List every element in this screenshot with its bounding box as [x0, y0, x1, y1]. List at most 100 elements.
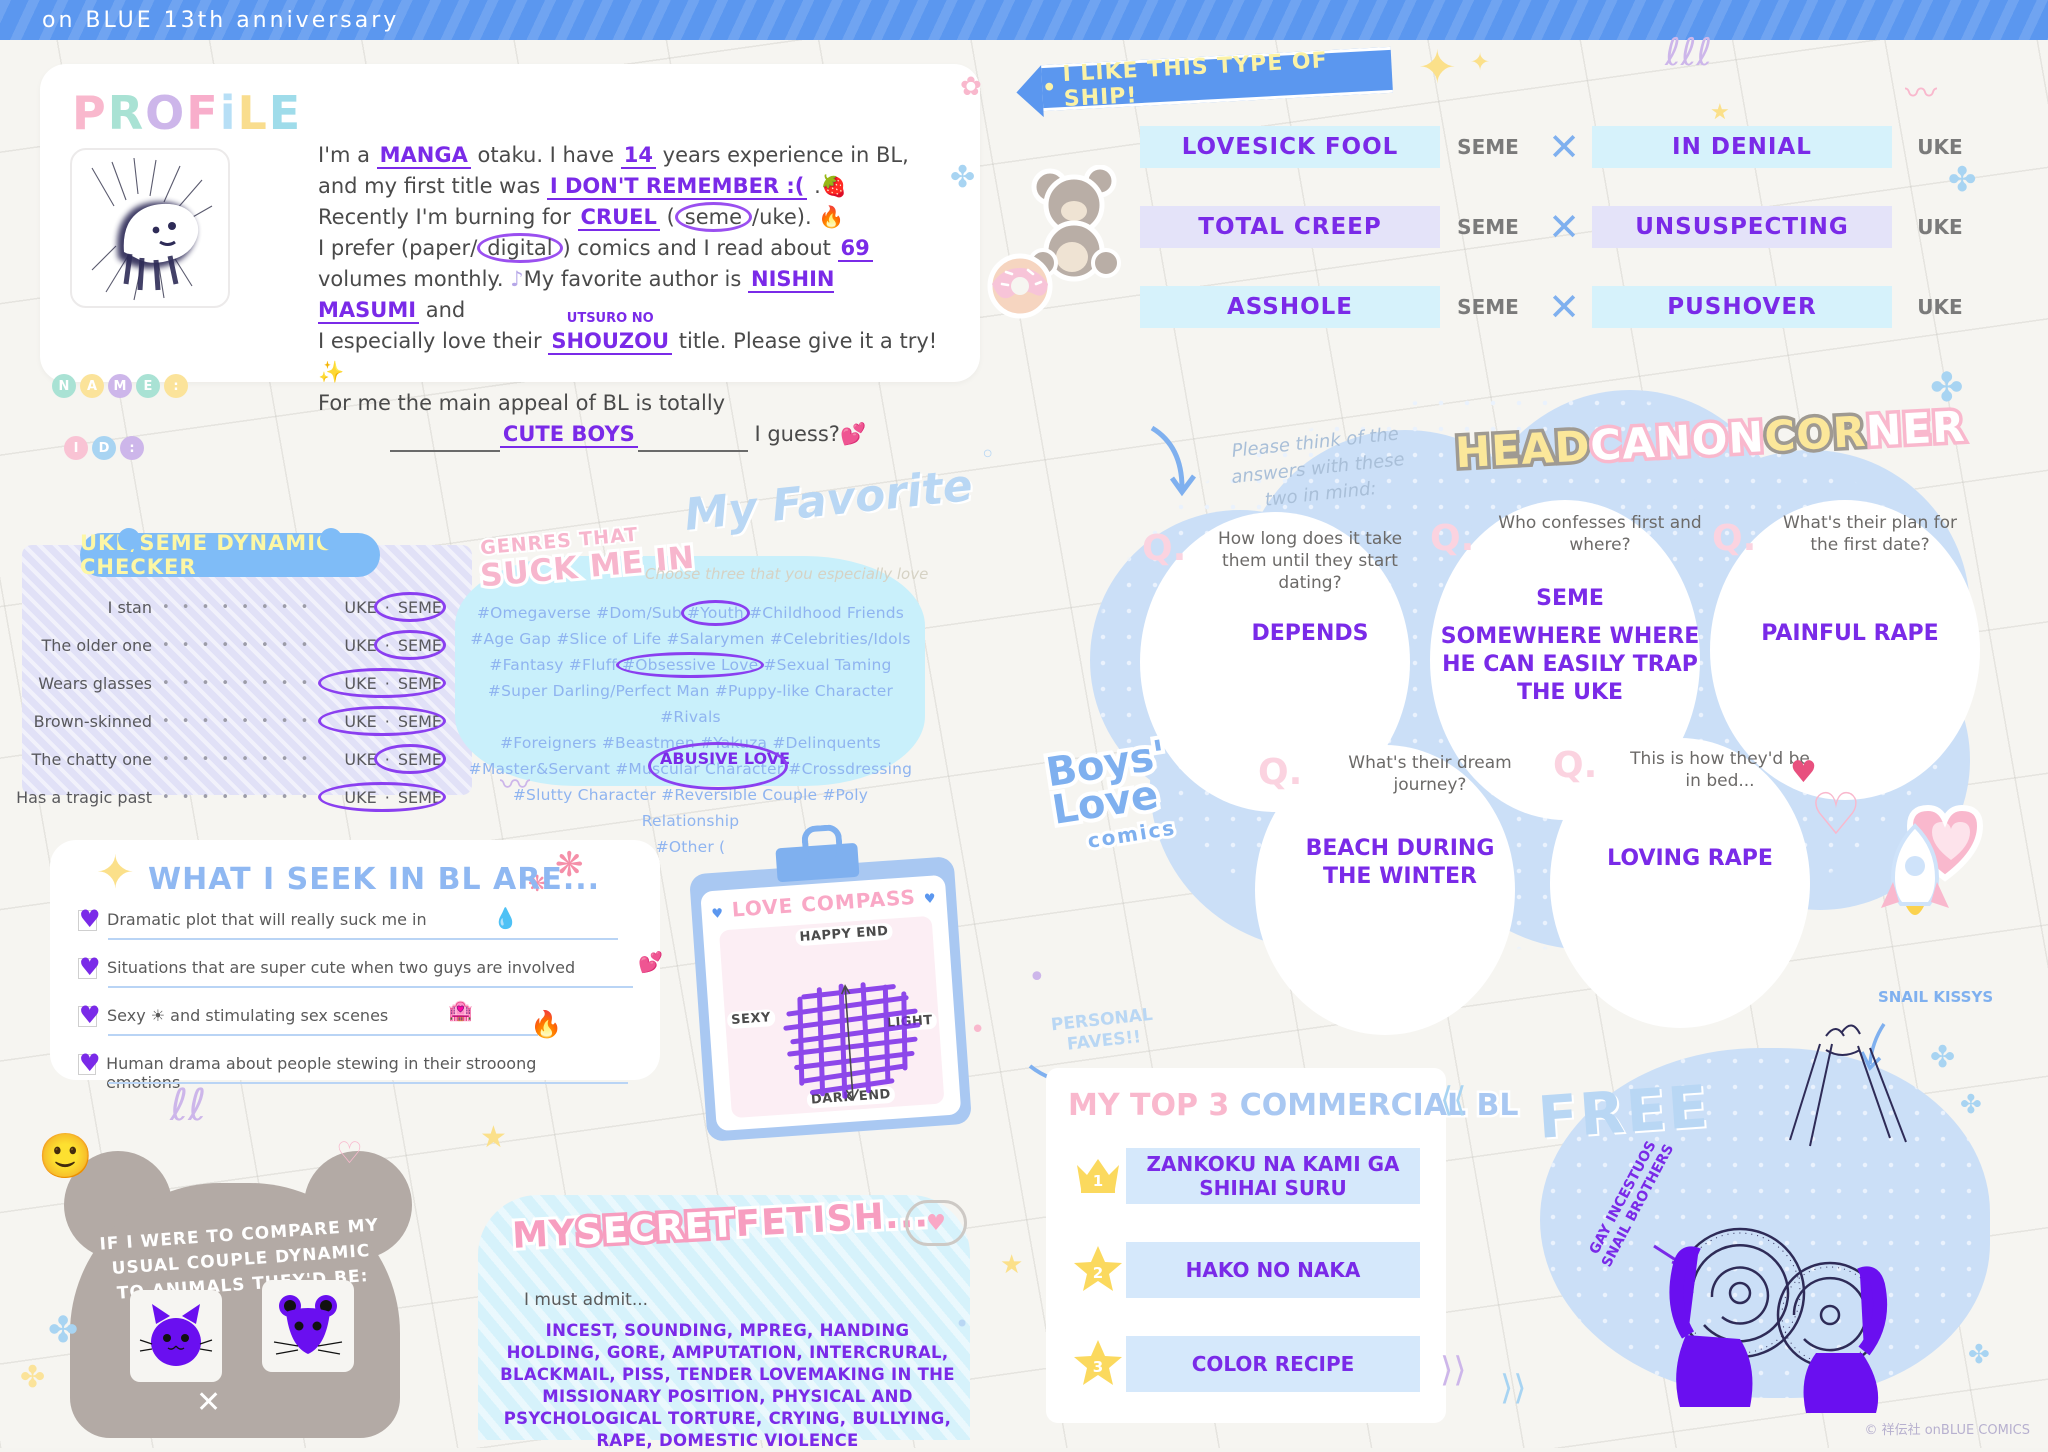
dot-leader: • • • • • • • • • • • •	[162, 599, 312, 615]
ship-seme-value[interactable]: TOTAL CREEP	[1140, 206, 1440, 248]
genre-tag[interactable]: #Slutty Character	[512, 786, 656, 804]
flower-icon: ✤	[950, 160, 976, 195]
name-letter: A	[80, 374, 104, 398]
genre-tag[interactable]: #Reversible Couple	[661, 786, 818, 804]
headcanon-answer[interactable]: SEME SOMEWHERE WHERE HE CAN EASILY TRAP T…	[1440, 586, 1700, 705]
genre-tag[interactable]: #Age Gap	[470, 630, 552, 648]
top3-title-value[interactable]: ZANKOKU NA KAMI GA SHIHAI SURU	[1126, 1148, 1420, 1204]
genre-tag[interactable]: #Fantasy	[489, 656, 564, 674]
ship-row: LOVESICK FOOL SEME ✕ IN DENIAL UKE	[1140, 126, 1988, 168]
flower-icon: ✤	[1968, 1340, 1990, 1370]
genre-tag[interactable]: #Fluff	[568, 656, 617, 674]
bracket-icon: ⟨⟨	[1440, 1080, 1467, 1120]
genre-tag[interactable]: #Crossdressing	[788, 760, 913, 778]
id-letter: I	[64, 436, 88, 460]
seek-item-text: Dramatic plot that will really suck me i…	[107, 910, 427, 929]
checker-row: I stan • • • • • • • • • • • •UKE·SEME	[12, 592, 446, 622]
genre-tag[interactable]: #Sexual Taming	[763, 656, 892, 674]
checker-options[interactable]: UKE · SEME	[312, 630, 446, 660]
genre-tag[interactable]: #Puppy-like Character	[714, 682, 894, 700]
checker-options[interactable]: UKE · SEME	[312, 706, 446, 736]
genre-tag[interactable]: #Childhood Friends	[749, 604, 905, 622]
genre-tag[interactable]: #Youth	[687, 604, 744, 622]
top3-title-value[interactable]: COLOR RECIPE	[1126, 1336, 1420, 1392]
ship-seme-value[interactable]: LOVESICK FOOL	[1140, 126, 1440, 168]
bracket-icon: ⟩⟩	[1440, 1350, 1467, 1390]
flower-icon: ❋	[555, 845, 584, 885]
genre-tag[interactable]: #Salarymen	[666, 630, 765, 648]
headcanon-answer[interactable]: LOVING RAPE	[1607, 846, 1773, 871]
choice-digital[interactable]: digital	[477, 233, 563, 263]
seek-item: Human drama about people stewing in thei…	[78, 1049, 588, 1092]
ship-uke-value[interactable]: PUSHOVER	[1592, 286, 1892, 328]
option-uke[interactable]: UKE	[344, 749, 377, 769]
headcanon-answer[interactable]: BEACH DURING THE WINTER	[1305, 836, 1495, 889]
arrow-icon	[1860, 1023, 1886, 1071]
hearts-icon: 💕	[839, 422, 867, 446]
heart-checkbox[interactable]	[78, 1049, 101, 1077]
ship-uke-value[interactable]: UNSUSPECTING	[1592, 206, 1892, 248]
genre-tag[interactable]: #Rivals	[660, 708, 721, 726]
field-volumes[interactable]: 69	[837, 236, 873, 262]
genre-tag[interactable]: #Slice of Life	[556, 630, 662, 648]
checker-options[interactable]: UKE · SEME	[312, 668, 446, 698]
circle-mark	[318, 706, 446, 736]
seek-item-text: Situations that are super cute when two …	[107, 958, 576, 977]
free-blob	[1540, 1048, 1990, 1398]
ship-uke-value[interactable]: IN DENIAL	[1592, 126, 1892, 168]
star-icon: 2	[1070, 1244, 1126, 1297]
genre-tag[interactable]: #Poly Relationship	[641, 786, 869, 830]
checker-options[interactable]: UKE · SEME	[312, 592, 446, 622]
what-i-seek-title: WHAT I SEEK IN BL ARE...	[148, 862, 601, 897]
ship-x-icon: ✕	[1548, 285, 1580, 329]
field-burning-for[interactable]: CRUEL	[577, 205, 660, 231]
top-banner-title: on BLUE 13th anniversary	[42, 7, 400, 33]
top3-title-value[interactable]: HAKO NO NAKA	[1126, 1242, 1420, 1298]
checker-row: The chatty one• • • • • • • • • • • •UKE…	[12, 744, 446, 774]
heart-icon: ♥	[710, 906, 725, 923]
genre-tag[interactable]: #Dom/Sub	[596, 604, 682, 622]
secret-fetish-panel	[478, 1195, 970, 1440]
checker-row-label: Wears glasses	[38, 673, 152, 693]
checker-options[interactable]: UKE · SEME	[312, 782, 446, 812]
headcanon-answer[interactable]: DEPENDS	[1251, 621, 1369, 646]
genre-tag[interactable]: #Other (	[655, 838, 726, 856]
field-years[interactable]: 14	[620, 143, 656, 169]
genre-tag[interactable]: #Omegaverse	[476, 604, 591, 622]
choice-seme[interactable]: seme	[674, 202, 753, 232]
compass-scribble	[783, 982, 921, 1102]
genre-tag[interactable]: #Celebrities/Idols	[769, 630, 911, 648]
field-appeal[interactable]: CUTE BOYS	[499, 422, 638, 448]
genre-tag[interactable]: #Super Darling/Perfect Man	[487, 682, 710, 700]
genre-tag[interactable]: #Master&Servant	[468, 760, 611, 778]
headcanon-bubble	[1710, 500, 1980, 800]
animal-card-uke[interactable]	[262, 1280, 354, 1372]
field-first-title[interactable]: I DON'T REMEMBER :(	[546, 174, 808, 200]
option-uke[interactable]: UKE	[344, 597, 377, 617]
genre-tag[interactable]: #Obsessive Love	[622, 656, 759, 674]
genre-tag[interactable]: #Delinquents	[772, 734, 881, 752]
genre-tag[interactable]: #Foreigners	[500, 734, 597, 752]
headcanon-answer[interactable]: PAINFUL RAPE	[1761, 621, 1939, 646]
field-author[interactable]: NISHIN MASUMI	[318, 267, 835, 324]
field-title[interactable]: SHOUZOU	[548, 329, 673, 355]
compass-label-top: HAPPY END	[795, 922, 894, 947]
ship-seme-label: SEME	[1457, 215, 1519, 239]
svg-text:2: 2	[1093, 1264, 1103, 1282]
heart-icon: ♥	[923, 891, 938, 908]
dot-icon: •	[1028, 960, 1046, 995]
heart-checkbox[interactable]	[78, 905, 101, 933]
free-title: FREE	[1535, 1072, 1712, 1152]
heart-checkbox[interactable]	[78, 1001, 101, 1029]
checker-row: The older one • • • • • • • • • • • •UKE·…	[12, 630, 446, 660]
field-medium[interactable]: MANGA	[376, 143, 471, 169]
headcanon-question: How long does it take them until they st…	[1217, 529, 1403, 593]
option-uke[interactable]: UKE	[344, 635, 377, 655]
heart-checkbox[interactable]	[78, 953, 101, 981]
ship-row: ASSHOLE SEME ✕ PUSHOVER UKE	[1140, 286, 1988, 328]
flower-icon: ✤	[1960, 1090, 1982, 1120]
ship-seme-value[interactable]: ASSHOLE	[1140, 286, 1440, 328]
animal-card-seme[interactable]	[130, 1290, 222, 1382]
profile-line-7: For me the main appeal of BL is totally	[318, 391, 726, 415]
checker-options[interactable]: UKE · SEME	[312, 744, 446, 774]
